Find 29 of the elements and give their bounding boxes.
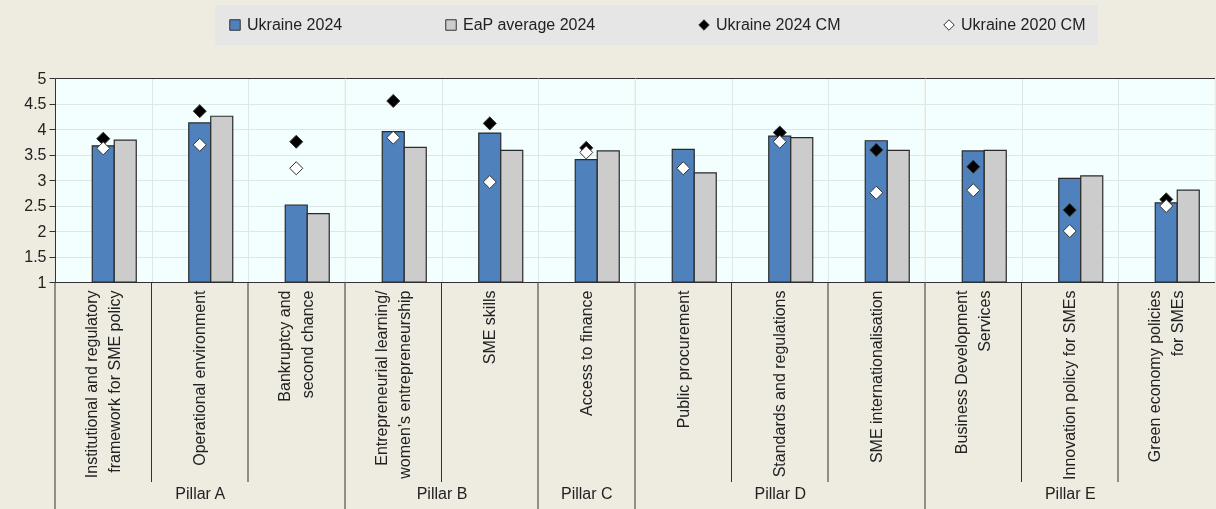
- y-tick-label: 5: [37, 69, 47, 87]
- x-tick-label: Bankruptcy and second chance: [276, 290, 317, 402]
- legend-label: Ukraine 2020 CM: [961, 16, 1086, 33]
- x-tick-label: Public procurement: [674, 289, 692, 429]
- x-axis-title: Pillar B: [416, 484, 468, 502]
- x-tick-label: Business Development Services: [953, 289, 994, 455]
- y-tick-label: 1.5: [24, 248, 47, 265]
- x-tick-label: Operational environment: [191, 289, 209, 466]
- x-tick-label: Innovation policy for SMEs: [1061, 290, 1079, 480]
- y-tick-label: 3: [37, 171, 47, 189]
- x-tick-label: SME skills: [481, 290, 499, 365]
- y-tick-label: 2.5: [24, 197, 47, 214]
- y-tick-label: 1: [37, 273, 47, 291]
- x-tick-label: Institutional and regulatory framework for SME policy: [83, 290, 124, 479]
- y-tick-label: 4.5: [24, 95, 47, 112]
- y-tick-label: 4: [37, 120, 47, 138]
- x-tick-label: SME internationalisation: [867, 290, 885, 464]
- x-axis-title: Pillar A: [175, 484, 226, 502]
- x-tick-label: Access to finance: [577, 290, 595, 416]
- x-axis-title: Pillar E: [1044, 484, 1096, 502]
- legend-label: EaP average 2024: [463, 16, 596, 33]
- x-axis-title: Pillar D: [754, 484, 807, 502]
- x-tick-label: Standards and regulations: [771, 290, 789, 478]
- legend-label: Ukraine 2024 CM: [716, 16, 841, 33]
- y-tick-label: 3.5: [24, 146, 47, 163]
- x-tick-label: Green economy policies for SMEs: [1146, 290, 1187, 463]
- y-tick-label: 2: [37, 222, 47, 240]
- legend-label: Ukraine 2024: [247, 16, 343, 33]
- x-axis-title: Pillar C: [560, 484, 613, 502]
